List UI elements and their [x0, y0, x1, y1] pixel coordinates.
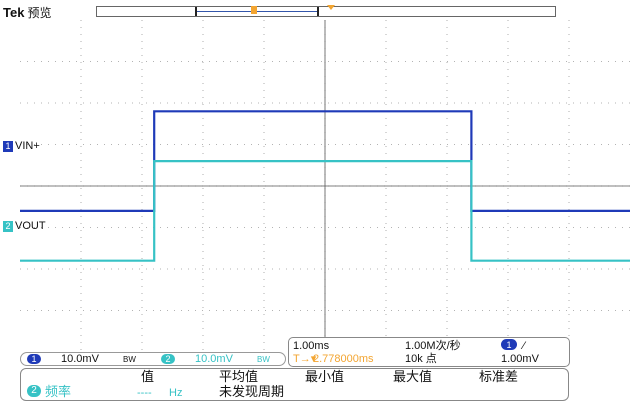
ch1-badge[interactable]: 1 [27, 354, 41, 364]
col-header-max: 最大值 [393, 369, 433, 384]
meas-channel-badge[interactable]: 2 [27, 385, 41, 397]
sample-rate: 1.00M次/秒 [405, 340, 461, 352]
ch1-bw-icon: BW [123, 355, 136, 364]
col-header-mean: 平均值 [219, 369, 259, 384]
record-trigger-marker [251, 6, 257, 14]
mode-label: 预览 [27, 6, 52, 20]
meas-status: 未发现周期 [219, 384, 285, 399]
record-view-window[interactable] [195, 7, 319, 16]
brand-label: Tek [3, 5, 25, 20]
waveform-display[interactable] [20, 20, 630, 352]
ch2-ground-label[interactable]: 2 VOUT [3, 220, 46, 232]
meas-value: ---- [137, 387, 152, 399]
ch2-badge[interactable]: 2 [161, 354, 175, 364]
ch2-scale[interactable]: 10.0mV [195, 353, 233, 365]
ch1-ground-label[interactable]: 1 VIN+ [3, 140, 40, 152]
meas-unit: Hz [169, 387, 183, 399]
record-overview-bar[interactable] [96, 6, 556, 17]
col-header-value: 值 [141, 369, 155, 384]
col-header-stddev: 标准差 [479, 369, 519, 384]
ch2-name: VOUT [15, 220, 46, 232]
horizontal-scale[interactable]: 1.00ms [293, 340, 330, 352]
ch1-name: VIN+ [15, 140, 40, 152]
scope-brand: Tek 预览 [3, 4, 51, 21]
timebase-trigger-panel[interactable]: 1.00ms 1.00M次/秒 1 ⁄ T→▾ 2.778000ms 10k 点… [288, 337, 570, 367]
meas-type[interactable]: 频率 [45, 384, 72, 399]
trigger-source-badge[interactable]: 1 [501, 339, 517, 350]
horizontal-position-icon: T→▾ [293, 353, 317, 365]
waveform-traces [20, 110, 630, 262]
trigger-level[interactable]: 1.00mV [501, 353, 539, 365]
trigger-position-arrow-icon[interactable] [327, 5, 335, 10]
waveform-trace-1 [20, 110, 630, 212]
col-header-min: 最小值 [305, 369, 345, 384]
graticule-grid [20, 20, 630, 352]
ch2-marker-icon: 2 [3, 221, 13, 232]
record-length: 10k 点 [405, 353, 437, 365]
waveform-trace-2 [20, 160, 630, 262]
channel-readout-bar[interactable]: 1 10.0mV BW 2 10.0mV BW [20, 352, 286, 366]
ch1-marker-icon: 1 [3, 141, 13, 152]
record-track [197, 11, 317, 12]
measurement-panel[interactable]: 值 平均值 最小值 最大值 标准差 2 频率 ---- Hz 未发现周期 [20, 368, 569, 401]
horizontal-position[interactable]: 2.778000ms [313, 353, 374, 365]
ch1-scale[interactable]: 10.0mV [61, 353, 99, 365]
trigger-slope-icon: ⁄ [523, 340, 525, 352]
ch2-bw-icon: BW [257, 355, 270, 364]
